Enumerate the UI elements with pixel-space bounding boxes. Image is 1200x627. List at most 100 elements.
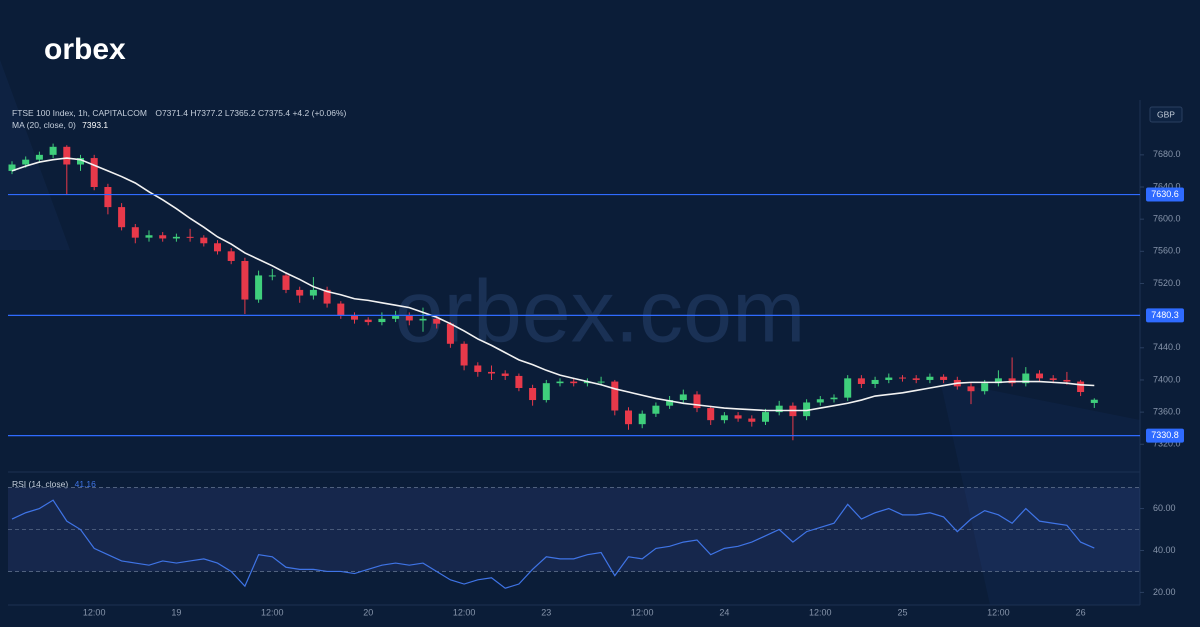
x-tick-label: 23 xyxy=(541,607,551,617)
candle-body xyxy=(323,289,331,304)
candle-body xyxy=(597,381,605,383)
candle-body xyxy=(625,410,632,425)
candle-body xyxy=(515,375,523,388)
x-tick-label: 12:00 xyxy=(453,607,476,617)
y-tick-label: 7600.0 xyxy=(1153,214,1181,224)
candle-body xyxy=(775,405,783,413)
candle-body xyxy=(296,289,304,296)
candle-body xyxy=(844,378,852,398)
candle-body xyxy=(392,315,400,319)
candle-body xyxy=(720,415,728,421)
y-tick-label: 7320.0 xyxy=(1153,439,1181,449)
level-label-box xyxy=(1146,428,1184,443)
rsi-value: 41.16 xyxy=(75,479,97,489)
level-label-box xyxy=(1146,308,1184,323)
ma-name: MA (20, close, 0) xyxy=(12,120,76,130)
candle-body xyxy=(899,377,906,379)
x-tick-label: 19 xyxy=(171,607,181,617)
candle-body xyxy=(638,413,646,425)
candle-body xyxy=(378,318,386,323)
y-tick-label: 7400.0 xyxy=(1153,374,1181,384)
ma-line xyxy=(11,157,1095,412)
candle-body xyxy=(172,236,180,239)
rsi-band xyxy=(8,487,1140,572)
level-label: 7480.3 xyxy=(1151,310,1179,320)
candle-body xyxy=(337,303,345,316)
candle-body xyxy=(762,412,769,422)
candle-body xyxy=(1090,399,1098,403)
candle-body xyxy=(816,399,824,403)
candle-body xyxy=(104,187,112,208)
candle-body xyxy=(351,315,358,320)
close-value: 7375.4 xyxy=(264,108,290,118)
rsi-tick-label: 20.00 xyxy=(1153,587,1176,597)
candle-body xyxy=(803,402,811,417)
logo: orbex xyxy=(44,33,126,66)
y-tick-label: 7360.0 xyxy=(1153,406,1181,416)
rsi-name: RSI (14, close) xyxy=(12,479,68,489)
watermark: orbex.com xyxy=(395,261,806,360)
level-label: 7330.8 xyxy=(1151,430,1179,440)
candle-body xyxy=(857,378,865,384)
y-tick-label: 7440.0 xyxy=(1153,342,1181,352)
level-label: 7630.6 xyxy=(1151,189,1179,199)
ohlc-label: O xyxy=(155,108,162,118)
currency: GBP xyxy=(1157,109,1175,119)
candle-body xyxy=(967,386,975,392)
candle-body xyxy=(90,158,98,188)
candle-body xyxy=(159,235,167,239)
decor xyxy=(0,60,70,250)
ohlc-label: L xyxy=(225,108,230,118)
rsi-line xyxy=(11,499,1095,589)
level-label-box xyxy=(1146,187,1184,202)
candle-body xyxy=(200,237,208,244)
chart-header: FTSE 100 Index, 1h, CAPITALCOM O7371.4 H… xyxy=(12,108,347,118)
candle-body xyxy=(364,319,372,323)
candle-body xyxy=(994,378,1002,384)
ohlc-label: C xyxy=(258,108,264,118)
candle-body xyxy=(666,400,674,406)
ma-value: 7393.1 xyxy=(82,120,108,130)
candle-body xyxy=(1063,379,1071,382)
candle-body xyxy=(77,158,84,165)
candle-body xyxy=(830,397,838,400)
candle-body xyxy=(186,236,194,238)
candle-body xyxy=(1008,378,1016,384)
candle-body xyxy=(35,154,43,160)
candle-body xyxy=(501,373,509,376)
low-value: 7365.2 xyxy=(230,108,256,118)
candle-body xyxy=(693,394,701,409)
candle-body xyxy=(488,371,495,374)
candle-body xyxy=(652,405,660,414)
candle-body xyxy=(214,243,221,252)
x-tick-label: 12:00 xyxy=(631,607,654,617)
candle-body xyxy=(748,418,756,422)
rsi-tick-label: 60.00 xyxy=(1153,503,1176,513)
candle-body xyxy=(22,159,30,165)
candle-body xyxy=(309,289,317,296)
candle-body xyxy=(405,315,413,321)
candle-body xyxy=(981,383,989,392)
currency-box xyxy=(1149,106,1183,123)
x-tick-label: 25 xyxy=(897,607,907,617)
x-tick-label: 20 xyxy=(363,607,373,617)
candle-body xyxy=(268,275,276,277)
candle-body xyxy=(227,251,235,261)
candle-body xyxy=(679,394,687,401)
x-tick-label: 12:00 xyxy=(987,607,1010,617)
y-tick-label: 7560.0 xyxy=(1153,246,1181,256)
x-tick-label: 12:00 xyxy=(809,607,832,617)
rsi-header: RSI (14, close) 41.16 xyxy=(12,479,96,489)
candle-body xyxy=(871,379,879,384)
candle-body xyxy=(118,207,126,228)
candle-body xyxy=(1049,378,1057,380)
rsi-tick-label: 40.00 xyxy=(1153,545,1176,555)
candle-body xyxy=(1022,373,1030,384)
candle-body xyxy=(446,323,454,344)
x-tick-label: 24 xyxy=(719,607,729,617)
candle-body xyxy=(940,376,948,380)
y-tick-label: 7520.0 xyxy=(1153,278,1181,288)
candle-body xyxy=(63,146,71,165)
decor xyxy=(940,380,1140,605)
